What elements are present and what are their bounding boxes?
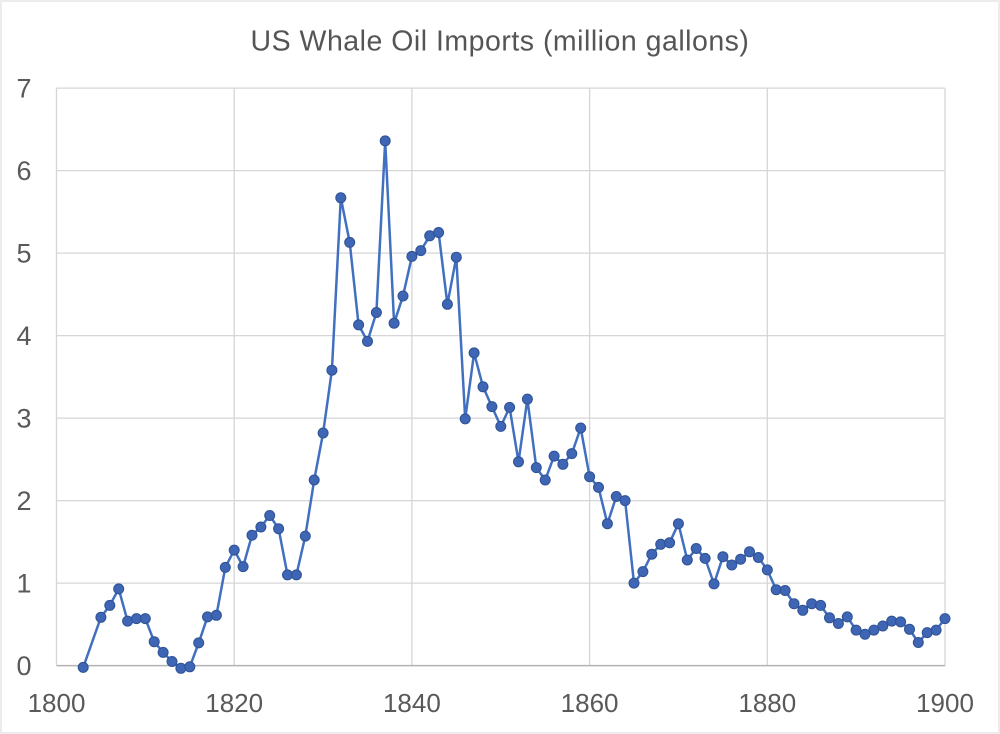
svg-text:1880: 1880 <box>738 688 796 718</box>
svg-text:1820: 1820 <box>205 688 263 718</box>
svg-text:1: 1 <box>16 568 31 598</box>
svg-text:2: 2 <box>16 486 31 516</box>
svg-text:3: 3 <box>16 403 31 433</box>
svg-text:5: 5 <box>16 238 31 268</box>
svg-text:1840: 1840 <box>383 688 441 718</box>
svg-text:0: 0 <box>16 651 31 681</box>
svg-text:7: 7 <box>16 73 31 103</box>
svg-text:6: 6 <box>16 156 31 186</box>
svg-text:4: 4 <box>16 321 31 351</box>
svg-text:1900: 1900 <box>916 688 974 718</box>
svg-text:1800: 1800 <box>28 688 86 718</box>
svg-text:US Whale Oil Imports (million: US Whale Oil Imports (million gallons) <box>251 26 750 58</box>
svg-text:1860: 1860 <box>561 688 619 718</box>
